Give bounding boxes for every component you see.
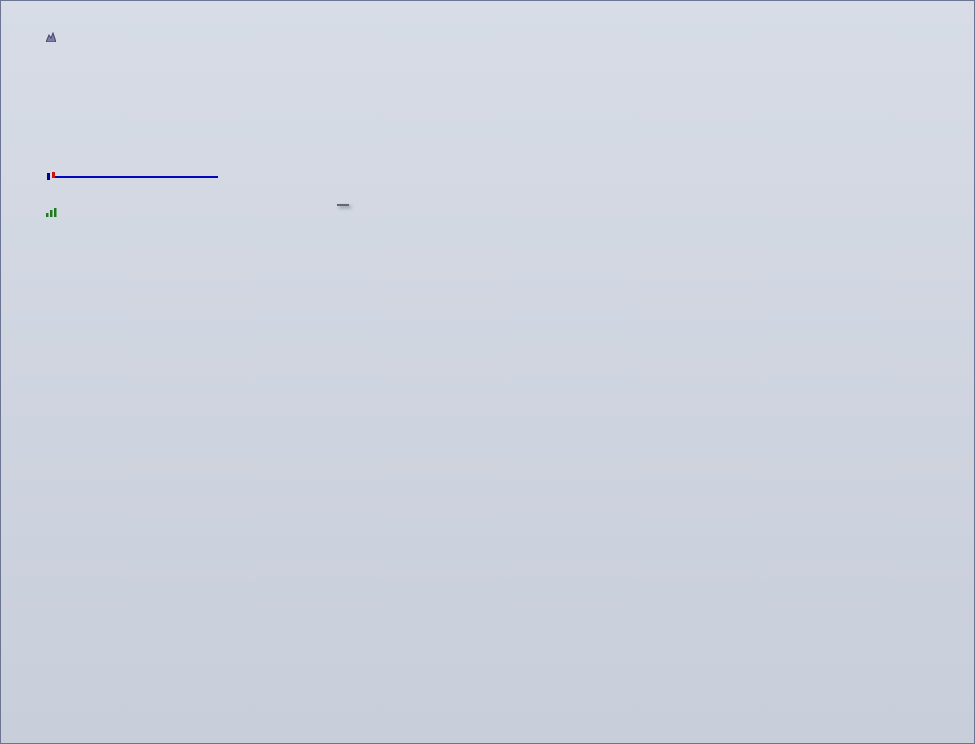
header-left xyxy=(44,3,53,18)
price-plot-icon xyxy=(46,171,56,184)
macd-legend xyxy=(46,590,49,602)
rsi-indicator-icon xyxy=(45,31,57,45)
rsi-legend xyxy=(45,31,59,45)
legend-zigzag xyxy=(46,195,49,207)
legend-volume xyxy=(46,207,60,219)
volume-bars-icon xyxy=(46,207,57,220)
fib-line-overlay xyxy=(55,176,218,178)
ohlc-quote xyxy=(897,16,965,28)
trend-average-annotation xyxy=(337,204,349,206)
legend-chan xyxy=(46,183,49,195)
legend-price xyxy=(46,171,59,183)
